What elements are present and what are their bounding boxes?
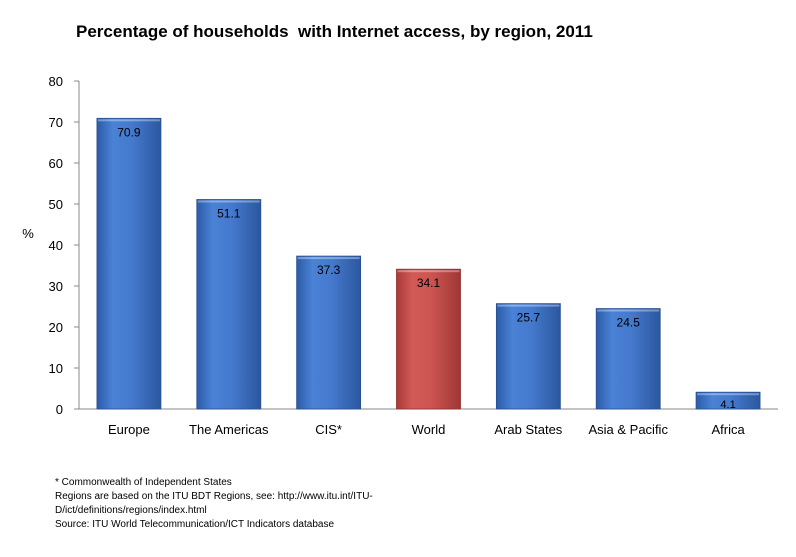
- y-tick-label: 10: [49, 361, 63, 376]
- bar-highlight: [597, 309, 660, 312]
- footnote-regions-link: D/ict/definitions/regions/index.html: [55, 505, 207, 516]
- bar-highlight: [297, 257, 360, 260]
- y-tick-label: 70: [49, 115, 63, 130]
- bar-world: [396, 268, 461, 410]
- y-tick-label: 30: [49, 279, 63, 294]
- data-label: 51.1: [217, 206, 241, 220]
- footnote-cis: * Commonwealth of Independent States: [55, 477, 232, 488]
- data-label: 25.7: [517, 311, 541, 325]
- bar-highlight: [497, 304, 560, 307]
- x-tick-label: Africa: [711, 422, 745, 437]
- data-label: 4.1: [720, 399, 735, 411]
- chart-title: Percentage of households with Internet a…: [76, 22, 593, 41]
- bar-asia-pacific: [595, 308, 661, 410]
- bar-highlight: [197, 200, 260, 203]
- bar-chart: 0 10 20 30 40 50 60 70 80% 70.9 Europe 51.1 The Ame…: [22, 74, 778, 437]
- x-tick-label: Arab States: [494, 422, 562, 437]
- bar-europe: [96, 117, 162, 410]
- bar-highlight: [697, 393, 760, 396]
- data-label: 24.5: [617, 316, 641, 330]
- data-label: 34.1: [417, 276, 441, 290]
- footnotes: * Commonwealth of Independent States Reg…: [55, 476, 373, 532]
- x-tick-label: World: [412, 422, 446, 437]
- y-tick-label: 0: [56, 402, 63, 417]
- y-tick-label: 50: [49, 197, 63, 212]
- y-tick-label: 20: [49, 320, 63, 335]
- bar-highlight: [97, 119, 160, 122]
- data-label: 70.9: [117, 125, 141, 139]
- footnote-source: Source: ITU World Telecommunication/ICT …: [55, 519, 335, 530]
- y-tick-label: 40: [49, 238, 63, 253]
- bar-africa: [695, 391, 761, 410]
- y-tick-label: 60: [49, 156, 63, 171]
- footnote-regions: Regions are based on the ITU BDT Regions…: [55, 491, 373, 502]
- x-tick-label: Europe: [108, 422, 150, 437]
- bar-highlight: [397, 270, 460, 273]
- bar-the-americas: [196, 199, 262, 410]
- bar-arab-states: [495, 303, 561, 410]
- y-axis-label: %: [22, 226, 34, 241]
- x-tick-label: The Americas: [189, 422, 269, 437]
- y-tick-label: 80: [49, 74, 63, 89]
- bar-cis: [296, 255, 362, 410]
- x-tick-label: CIS*: [315, 422, 342, 437]
- data-label: 37.3: [317, 263, 341, 277]
- x-tick-label: Asia & Pacific: [588, 422, 668, 437]
